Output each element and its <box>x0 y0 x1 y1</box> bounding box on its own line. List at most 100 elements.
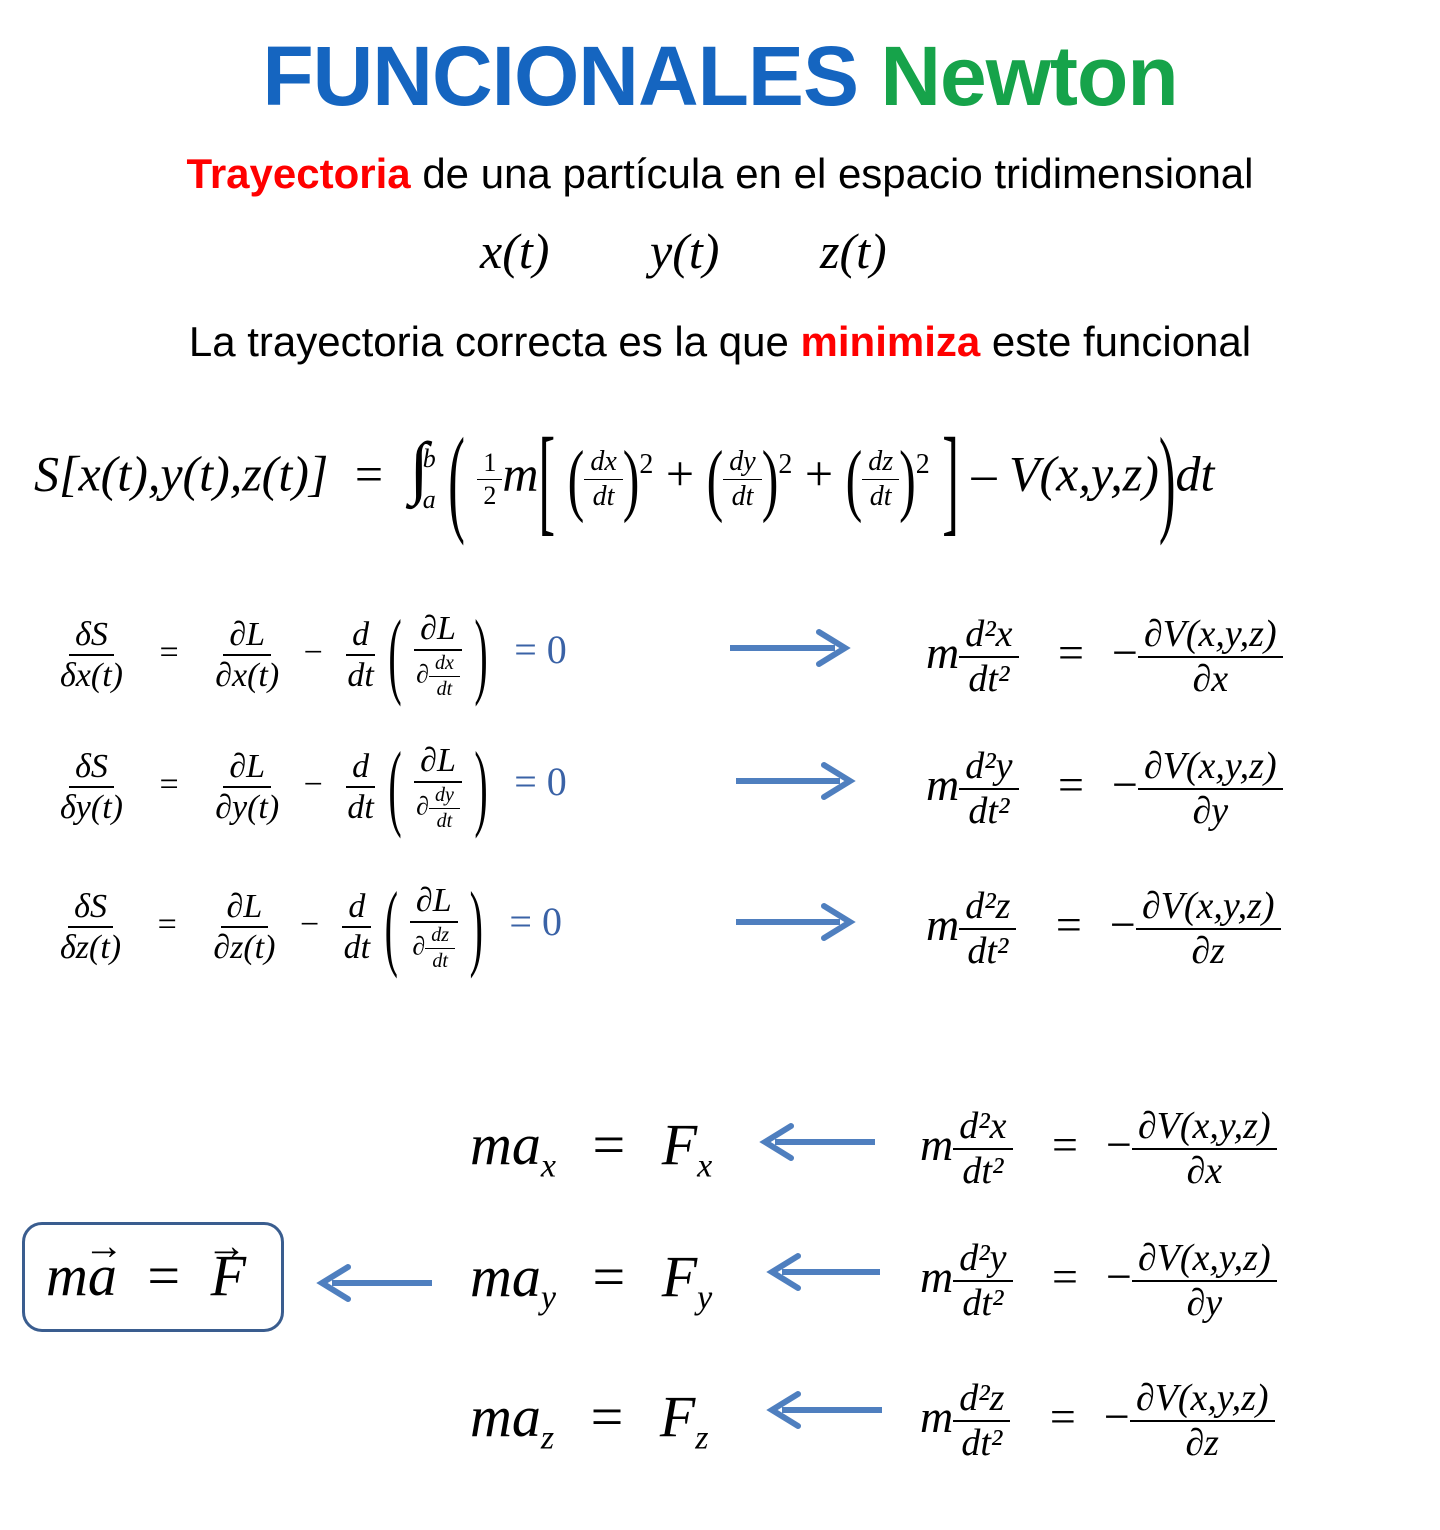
time-derivative: d dt <box>341 616 379 694</box>
variation-num: δS <box>68 888 113 929</box>
eom-minus: − <box>1109 899 1136 950</box>
plus-1: + <box>665 445 695 502</box>
el-open-paren: ( <box>388 600 402 709</box>
n-force-num: ∂V(x,y,z) <box>1131 1238 1277 1283</box>
partial-L-den: ∂y(t) <box>215 789 280 827</box>
dy-paren-open: ( <box>706 434 724 524</box>
close-bracket: ] <box>942 411 959 547</box>
dx-num: dx <box>584 447 623 480</box>
ma: ma <box>470 1244 541 1309</box>
acceleration-den: dt² <box>968 658 1010 701</box>
equation-of-motion: m d²z dt² = − ∂V(x,y,z) ∂z <box>926 870 1281 980</box>
dx-paren-open: ( <box>567 434 585 524</box>
left-arrow-icon <box>316 1264 432 1302</box>
euler-lagrange-row: δS δx(t) = ∂L ∂x(t) − d dt ( ∂L ∂ dx dt ) = 0 <box>54 590 567 710</box>
force-subscript: y <box>697 1279 713 1317</box>
inner-den: ∂ dy dt <box>410 783 466 832</box>
title-part-1: FUNCIONALES <box>262 29 859 123</box>
minus: – <box>971 445 997 502</box>
force-den: ∂y <box>1192 790 1229 833</box>
n-force-gradient: ∂V(x,y,z) ∂x <box>1131 1106 1277 1193</box>
n-eom-equals: = <box>1052 1251 1078 1302</box>
n-eom-minus: − <box>1105 1119 1132 1170</box>
d-num: d <box>342 888 372 929</box>
title-part-2: Newton <box>880 29 1178 123</box>
dydt: dy dt <box>723 447 762 511</box>
dy-square: 2 <box>778 449 793 480</box>
d-num: d <box>346 616 376 657</box>
force-num: ∂V(x,y,z) <box>1137 746 1283 791</box>
functional-equals: = <box>354 445 384 502</box>
newton-component: maz = Fz <box>470 1362 709 1472</box>
eom-mass: m <box>926 759 960 810</box>
inner-fraction: ∂L ∂ dx dt <box>410 611 466 700</box>
left-arrow-icon-head <box>759 1123 794 1161</box>
el-open-paren: ( <box>388 732 402 841</box>
eom-minus: − <box>1111 759 1138 810</box>
ma: ma <box>470 1112 541 1177</box>
dz-num: dz <box>862 447 900 480</box>
eom-minus: − <box>1111 627 1138 678</box>
vector-law-eq: = <box>147 1243 181 1308</box>
inner-fraction: ∂L ∂ dz dt <box>406 883 461 972</box>
n-acceleration: d²y dt² <box>953 1238 1013 1325</box>
euler-lagrange-row: δS δz(t) = ∂L ∂z(t) − d dt ( ∂L ∂ dz dt ) = 0 <box>54 862 562 982</box>
force-gradient: ∂V(x,y,z) ∂y <box>1137 746 1283 833</box>
dxdt: dx dt <box>584 447 623 511</box>
inner-velocity-den: dt <box>432 949 448 972</box>
open-paren: ( <box>448 411 465 547</box>
inner-num: ∂L <box>414 611 462 651</box>
integral-upper: b <box>422 443 436 473</box>
eom-mass: m <box>926 899 960 950</box>
force-gradient: ∂V(x,y,z) ∂x <box>1137 614 1283 701</box>
subtitle2-after: este funcional <box>991 318 1252 365</box>
newton-equals: = <box>590 1384 624 1449</box>
variation-lhs: δS δz(t) <box>54 888 127 966</box>
dz-paren-close: ) <box>899 434 916 524</box>
newton-component: max = Fx <box>470 1090 712 1200</box>
n-eom-equals: = <box>1049 1391 1076 1442</box>
dz-square: 2 <box>915 449 930 480</box>
force-subscript: x <box>697 1147 713 1185</box>
half-num: 1 <box>477 449 503 480</box>
force-num: ∂V(x,y,z) <box>1135 886 1281 931</box>
d-den: dt <box>347 789 374 827</box>
subtitle2-before: La trayectoria correcta es la que <box>188 318 789 365</box>
el-open-paren: ( <box>384 872 398 981</box>
n-force-gradient: ∂V(x,y,z) ∂y <box>1131 1238 1277 1325</box>
eom-equals: = <box>1058 759 1084 810</box>
coordinate-z: z(t) <box>820 223 887 279</box>
inner-velocity-num: dz <box>425 924 456 949</box>
right-arrow-icon-head <box>821 762 856 800</box>
force: F <box>661 1244 698 1309</box>
partial-L-term: ∂L ∂x(t) <box>209 616 285 694</box>
el-equals: = <box>159 634 179 671</box>
force-gradient: ∂V(x,y,z) ∂z <box>1135 886 1281 973</box>
subtitle-highlight-minimiza: minimiza <box>800 318 981 365</box>
force-den: ∂z <box>1191 930 1225 973</box>
left-arrow-icon-head <box>766 1253 801 1291</box>
inner-den: ∂ dx dt <box>410 651 466 700</box>
force-den: ∂x <box>1192 658 1229 701</box>
vector-a: a → <box>84 1223 124 1316</box>
inner-num: ∂L <box>414 743 462 783</box>
right-arrow-icon <box>736 762 856 800</box>
partial-L-num: ∂L <box>220 888 269 929</box>
right-arrow-icon-head <box>816 629 851 667</box>
n-force-den: ∂x <box>1186 1150 1223 1193</box>
half-den: 2 <box>483 480 497 510</box>
dy-num: dy <box>723 447 762 480</box>
action-functional: S[x(t),y(t),z(t)] = ∫ b a ( 1 2 m[ (dx dt)2 +… <box>34 410 1214 546</box>
coordinate-x: x(t) <box>480 223 550 279</box>
ma-subscript: z <box>540 1419 555 1457</box>
time-derivative: d dt <box>341 748 379 827</box>
vector-law-m: m <box>46 1243 88 1308</box>
left-arrow-icon <box>766 1391 882 1429</box>
open-bracket: [ <box>538 411 556 547</box>
inner-velocity: dz dt <box>425 924 456 972</box>
force: F <box>659 1384 696 1449</box>
newton-equals: = <box>592 1112 626 1177</box>
el-minus: − <box>299 906 320 943</box>
